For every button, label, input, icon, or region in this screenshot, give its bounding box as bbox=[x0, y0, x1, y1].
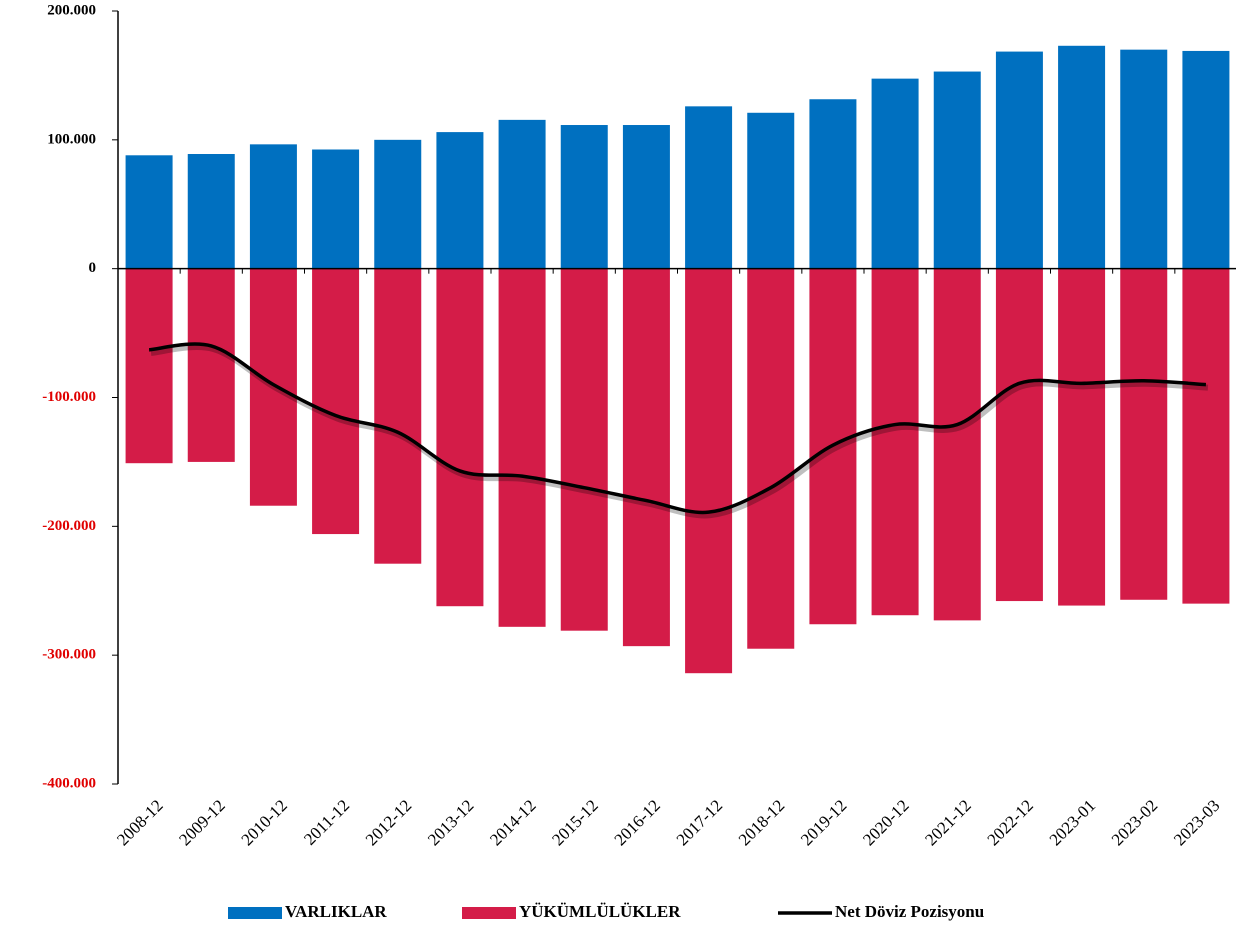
bar bbox=[747, 112, 795, 269]
legend-swatch bbox=[228, 907, 282, 919]
line-shadow bbox=[150, 344, 1209, 519]
bar bbox=[995, 51, 1043, 269]
x-tick-label: 2020-12 bbox=[859, 796, 913, 850]
x-tick-label: 2019-12 bbox=[797, 796, 851, 850]
bar bbox=[933, 71, 981, 269]
bar bbox=[685, 268, 733, 674]
bar bbox=[1182, 50, 1230, 269]
bar bbox=[995, 268, 1043, 602]
bar bbox=[1120, 268, 1168, 600]
x-tick-label: 2014-12 bbox=[486, 796, 540, 850]
x-tick-label: 2011-12 bbox=[300, 796, 353, 849]
bar bbox=[187, 268, 235, 462]
bar bbox=[933, 268, 981, 621]
bar bbox=[312, 268, 360, 535]
y-tick-label: -100.000 bbox=[42, 389, 96, 405]
bar bbox=[1182, 268, 1230, 604]
y-tick-label: -300.000 bbox=[42, 647, 96, 663]
x-tick-label: 2021-12 bbox=[921, 796, 975, 850]
x-tick-label: 2023-03 bbox=[1170, 796, 1224, 850]
legend-label: Net Döviz Pozisyonu bbox=[835, 902, 984, 921]
bar bbox=[1120, 49, 1168, 269]
x-tick-label: 2023-02 bbox=[1108, 796, 1162, 850]
bar bbox=[622, 125, 670, 269]
x-tick-label: 2013-12 bbox=[424, 796, 478, 850]
x-tick-label: 2010-12 bbox=[237, 796, 291, 850]
x-tick-label: 2012-12 bbox=[362, 796, 416, 850]
bar bbox=[312, 149, 360, 269]
bar bbox=[747, 268, 795, 649]
bar bbox=[871, 78, 919, 269]
x-tick-label: 2008-12 bbox=[113, 796, 167, 850]
bar bbox=[809, 99, 857, 269]
bar bbox=[125, 268, 173, 464]
bar bbox=[187, 154, 235, 269]
bar bbox=[560, 125, 608, 269]
y-tick-label: 0 bbox=[89, 260, 97, 276]
x-tick-label: 2023-01 bbox=[1046, 796, 1100, 850]
bar bbox=[1058, 268, 1106, 606]
y-tick-label: -200.000 bbox=[42, 518, 96, 534]
bar bbox=[374, 139, 422, 269]
bar bbox=[1058, 45, 1106, 269]
legend-label: VARLIKLAR bbox=[285, 902, 387, 921]
bar bbox=[622, 268, 670, 647]
bar bbox=[498, 119, 546, 269]
bar bbox=[685, 106, 733, 269]
x-tick-label: 2009-12 bbox=[175, 796, 229, 850]
y-tick-label: 100.000 bbox=[47, 131, 96, 147]
y-tick-label: -400.000 bbox=[42, 775, 96, 791]
bar bbox=[560, 268, 608, 631]
x-tick-label: 2018-12 bbox=[735, 796, 789, 850]
legend-swatch bbox=[462, 907, 516, 919]
bar bbox=[249, 268, 297, 506]
bar bbox=[125, 155, 173, 269]
bar bbox=[871, 268, 919, 616]
x-tick-label: 2017-12 bbox=[673, 796, 727, 850]
bar bbox=[498, 268, 546, 627]
x-tick-label: 2016-12 bbox=[610, 796, 664, 850]
bar bbox=[249, 144, 297, 269]
net-line bbox=[148, 342, 1207, 515]
bar bbox=[436, 132, 484, 269]
x-tick-label: 2022-12 bbox=[983, 796, 1037, 850]
y-tick-label: 200.000 bbox=[47, 2, 96, 18]
bar bbox=[374, 268, 422, 564]
x-tick-label: 2015-12 bbox=[548, 796, 602, 850]
bar bbox=[436, 268, 484, 607]
legend-label: YÜKÜMLÜLÜKLER bbox=[519, 902, 681, 921]
